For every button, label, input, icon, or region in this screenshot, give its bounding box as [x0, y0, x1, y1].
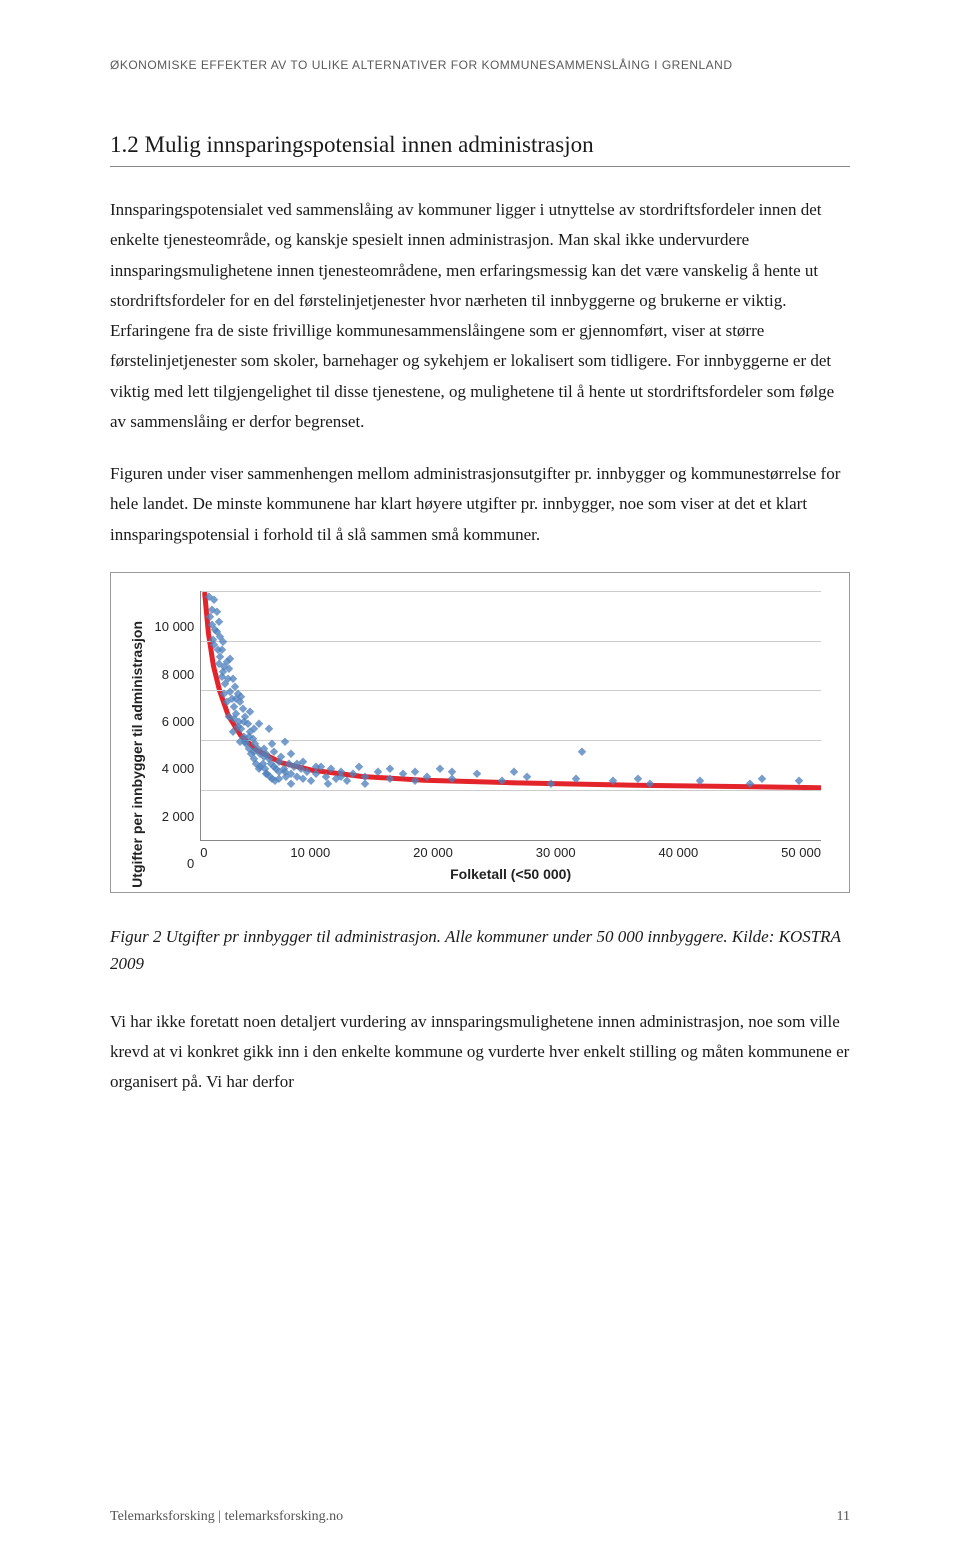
y-axis-group: Utgifter per innbygger til administrasjo…: [129, 591, 200, 888]
scatter-point: [264, 725, 272, 733]
x-axis-label: Folketall (<50 000): [200, 860, 821, 882]
y-tick-label: 8 000: [162, 668, 195, 681]
scatter-point: [510, 767, 518, 775]
body-paragraph-1: Innsparingspotensialet ved sammenslåing …: [110, 195, 850, 437]
gridline: [201, 690, 821, 691]
scatter-point: [210, 595, 218, 603]
scatter-point: [646, 779, 654, 787]
section-heading: 1.2 Mulig innsparingspotensial innen adm…: [110, 132, 850, 167]
x-tick-label: 10 000: [290, 845, 330, 860]
scatter-point: [307, 777, 315, 785]
scatter-point: [324, 779, 332, 787]
scatter-point: [206, 613, 214, 621]
scatter-point: [572, 774, 580, 782]
scatter-point: [212, 608, 220, 616]
scatter-point: [448, 767, 456, 775]
x-tick-label: 50 000: [781, 845, 821, 860]
scatter-point: [281, 737, 289, 745]
scatter-point: [795, 777, 803, 785]
y-tick-label: 4 000: [162, 762, 195, 775]
scatter-point: [522, 772, 530, 780]
plot-stack: 0 10 000 20 000 30 000 40 000 50 000 Folketal…: [200, 591, 821, 888]
scatter-point: [349, 770, 357, 778]
scatter-point: [758, 774, 766, 782]
scatter-point: [696, 777, 704, 785]
scatter-point: [411, 777, 419, 785]
trend-line: [201, 591, 821, 840]
page-number: 11: [837, 1509, 850, 1525]
scatter-point: [374, 767, 382, 775]
scatter-point: [436, 765, 444, 773]
scatter-point: [287, 750, 295, 758]
scatter-point: [361, 779, 369, 787]
figure-caption: Figur 2 Utgifter pr innbygger til admini…: [110, 923, 850, 977]
scatter-point: [326, 765, 334, 773]
scatter-point: [355, 762, 363, 770]
scatter-point: [287, 779, 295, 787]
y-axis-label: Utgifter per innbygger til administrasjo…: [129, 591, 147, 888]
page-header: ØKONOMISKE EFFEKTER AV TO ULIKE ALTERNAT…: [110, 58, 850, 72]
body-paragraph-3: Vi har ikke foretatt noen detaljert vurd…: [110, 1007, 850, 1098]
footer-source: Telemarksforsking | telemarksforsking.no: [110, 1509, 343, 1525]
scatter-point: [473, 770, 481, 778]
scatter-point: [745, 779, 753, 787]
x-axis-ticks: 0 10 000 20 000 30 000 40 000 50 000: [200, 841, 821, 860]
scatter-point: [547, 779, 555, 787]
scatter-point: [269, 747, 277, 755]
scatter-point: [386, 765, 394, 773]
x-tick-label: 30 000: [536, 845, 576, 860]
plot-area: [200, 591, 821, 841]
chart-frame: Utgifter per innbygger til administrasjo…: [129, 591, 821, 888]
gridline: [201, 740, 821, 741]
body-paragraph-2: Figuren under viser sammenhengen mellom …: [110, 459, 850, 550]
gridline: [201, 591, 821, 592]
scatter-point: [343, 777, 351, 785]
scatter-point: [497, 777, 505, 785]
gridline: [201, 641, 821, 642]
y-tick-label: 0: [187, 857, 194, 870]
scatter-point: [299, 757, 307, 765]
page-footer: Telemarksforsking | telemarksforsking.no…: [110, 1509, 850, 1525]
scatter-point: [386, 774, 394, 782]
scatter-point: [423, 772, 431, 780]
y-axis-ticks: 10 0008 0006 0004 0002 0000: [147, 614, 201, 864]
x-tick-label: 40 000: [658, 845, 698, 860]
scatter-point: [578, 747, 586, 755]
y-tick-label: 6 000: [162, 715, 195, 728]
scatter-point: [609, 777, 617, 785]
scatter-point: [411, 767, 419, 775]
x-tick-label: 0: [200, 845, 207, 860]
x-tick-label: 20 000: [413, 845, 453, 860]
chart-container: Utgifter per innbygger til administrasjo…: [110, 572, 850, 893]
scatter-point: [634, 774, 642, 782]
y-tick-label: 10 000: [155, 620, 195, 633]
gridline: [201, 790, 821, 791]
y-tick-label: 2 000: [162, 810, 195, 823]
scatter-point: [398, 770, 406, 778]
